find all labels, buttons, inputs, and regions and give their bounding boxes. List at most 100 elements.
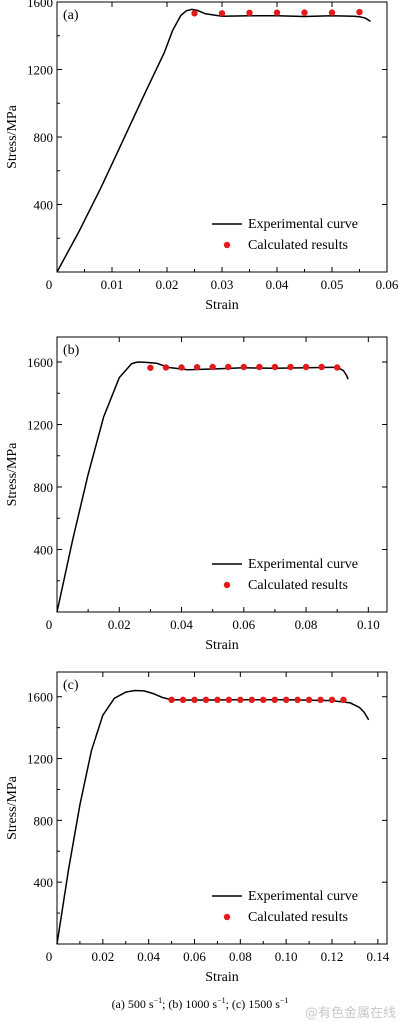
y-tick-label: 1200 [27,63,53,78]
legend-label-calculated: Calculated results [248,578,348,593]
calculated-point [273,9,281,16]
legend-point-swatch [223,241,231,249]
calculated-point [248,696,255,704]
caption-part-c: ; (c) 1500 s [225,997,280,1011]
experimental-curve [56,689,370,945]
plot-frame [56,671,388,945]
y-tick-label: 400 [34,875,54,890]
calculated-point [193,363,201,371]
calculated-point [209,363,216,371]
legend-point-swatch [223,581,231,589]
x-tick-label: 0.08 [229,949,252,964]
legend-label-experimental: Experimental curve [248,557,358,572]
calculated-point [191,10,198,17]
x-tick-label: 0 [46,617,53,632]
x-tick-label: 0.14 [366,949,389,964]
calculated-point [191,696,198,704]
x-axis-title: Strain [205,970,238,985]
calculated-point [178,364,185,371]
legend-label-calculated: Calculated results [248,910,348,925]
y-tick-label: 1200 [27,752,53,767]
calculated-point [240,363,247,371]
x-axis-title: Strain [205,298,238,313]
x-tick-label: 0.03 [211,277,234,292]
calculated-point [246,9,253,16]
x-tick-label: 0.02 [156,277,179,292]
x-tick-label: 0.05 [321,277,344,292]
y-axis-title: Stress/MPa [5,442,20,507]
y-tick-label: 1200 [27,418,53,433]
calculated-point [218,10,226,17]
figure: 0 0.01 0.02 0.03 0.04 0.05 0.06 400 800 1200 1600 S… [5,0,399,985]
experimental-curve [56,361,349,613]
y-tick-label: 400 [34,198,54,213]
x-tick-label: 0.06 [183,949,206,964]
calculated-point [256,363,263,371]
legend-label-experimental: Experimental curve [248,217,358,232]
y-axis-title: Stress/MPa [5,104,20,169]
y-tick-label: 800 [34,130,54,145]
x-tick-label: 0.02 [108,617,131,632]
calculated-point [225,696,233,704]
figure-caption: (a) 500 s−1; (b) 1000 s−1; (c) 1500 s−1 [0,996,400,1012]
x-axis-title: Strain [205,638,238,653]
panel-a: 0 0.01 0.02 0.03 0.04 0.05 0.06 400 800 1200 1600 S… [5,0,399,313]
panel-label: (b) [63,343,80,358]
y-tick-label: 400 [34,543,54,558]
calculated-point [162,364,170,371]
calculated-point [179,696,187,704]
calculated-point [301,9,308,16]
calculated-point [214,696,221,704]
calculated-point [168,696,175,704]
calculated-point [318,363,325,371]
x-tick-label: 0.01 [101,277,124,292]
calculated-point [202,696,210,704]
calculated-point [328,9,336,16]
x-tick-label: 0.04 [170,617,193,632]
legend-label-calculated: Calculated results [248,238,348,253]
caption-exponent-b: −1 [217,996,226,1005]
x-tick-label: 0.08 [295,617,318,632]
legend: Experimental curve Calculated results [212,889,358,925]
y-tick-label: 800 [34,813,54,828]
calculated-point [305,696,313,704]
watermark: @有色金属在线 [304,1006,396,1021]
calculated-point [225,363,232,371]
y-tick-label: 1600 [27,690,53,705]
calculated-point [356,8,363,16]
calculated-point [333,364,341,371]
x-tick-label: 0.06 [232,617,255,632]
calculated-point [302,363,310,371]
calculated-point [282,696,290,704]
y-tick-label: 1600 [27,355,53,370]
x-tick-label: 0.02 [91,949,114,964]
panel-label: (a) [63,8,79,23]
x-tick-label: 0 [46,949,53,964]
calculated-point [271,696,278,704]
panel-c: 0 0.02 0.04 0.06 0.08 0.10 0.12 0.14 400 800 1200 1… [5,671,390,985]
calculated-point [294,696,301,704]
caption-exponent-a: −1 [153,996,163,1005]
x-tick-label: 0 [46,277,53,292]
x-tick-label: 0.04 [266,277,289,292]
x-tick-label: 0.04 [137,949,160,964]
x-tick-label: 0.12 [321,949,344,964]
legend: Experimental curve Calculated results [212,217,358,253]
calculated-point [260,696,267,704]
calculated-point [317,696,324,704]
calculated-point [271,363,279,371]
calculated-point [328,696,336,704]
calculated-point [237,696,244,704]
panel-b: 0 0.02 0.04 0.06 0.08 0.10 400 800 1200 1600 Strai… [5,336,388,653]
plot-frame [56,336,388,613]
caption-part-b: ; (b) 1000 s [162,997,218,1011]
x-tick-label: 0.10 [357,617,380,632]
legend: Experimental curve Calculated results [212,557,358,593]
x-tick-label: 0.10 [275,949,298,964]
calculated-point [340,696,347,704]
legend-point-swatch [223,913,231,921]
calculated-point [287,363,294,371]
legend-label-experimental: Experimental curve [248,889,358,904]
y-tick-label: 1600 [27,0,53,10]
caption-part-a: (a) 500 s [111,997,154,1011]
